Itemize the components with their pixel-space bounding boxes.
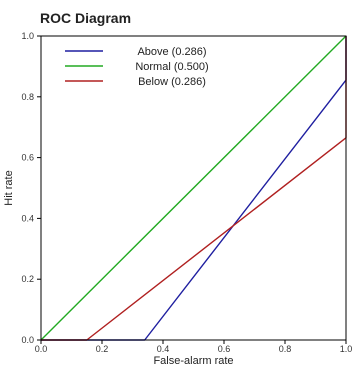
x-axis-label: False-alarm rate <box>153 355 233 367</box>
legend-label-0: Above (0.286) <box>137 46 206 58</box>
plot-frame <box>40 35 347 341</box>
x-tick-label-1: 0.2 <box>96 344 109 354</box>
x-axis-ticks: 0.0 0.2 0.4 0.6 0.8 1.0 <box>35 340 353 354</box>
legend: Above (0.286) Normal (0.500) Below (0.286) <box>65 46 209 88</box>
y-tick-label-5: 1.0 <box>21 31 34 41</box>
legend-label-2: Below (0.286) <box>138 76 206 88</box>
y-tick-label-3: 0.6 <box>21 153 34 163</box>
series-line-1 <box>40 35 347 341</box>
y-tick-label-4: 0.8 <box>21 92 34 102</box>
plot-border <box>40 35 347 341</box>
chart-title: ROC Diagram <box>40 10 131 26</box>
x-tick-label-3: 0.6 <box>218 344 231 354</box>
x-tick-label-2: 0.4 <box>157 344 170 354</box>
y-tick-label-2: 0.4 <box>21 213 34 223</box>
x-tick-label-5: 1.0 <box>340 344 353 354</box>
y-tick-label-0: 0.0 <box>21 335 34 345</box>
y-axis-ticks: 0.0 0.2 0.4 0.6 0.8 1.0 <box>21 31 41 345</box>
legend-label-1: Normal (0.500) <box>135 61 208 73</box>
x-tick-label-0: 0.0 <box>35 344 48 354</box>
y-tick-label-1: 0.2 <box>21 274 34 284</box>
y-axis-label: Hit rate <box>3 170 15 205</box>
x-tick-label-4: 0.8 <box>279 344 292 354</box>
